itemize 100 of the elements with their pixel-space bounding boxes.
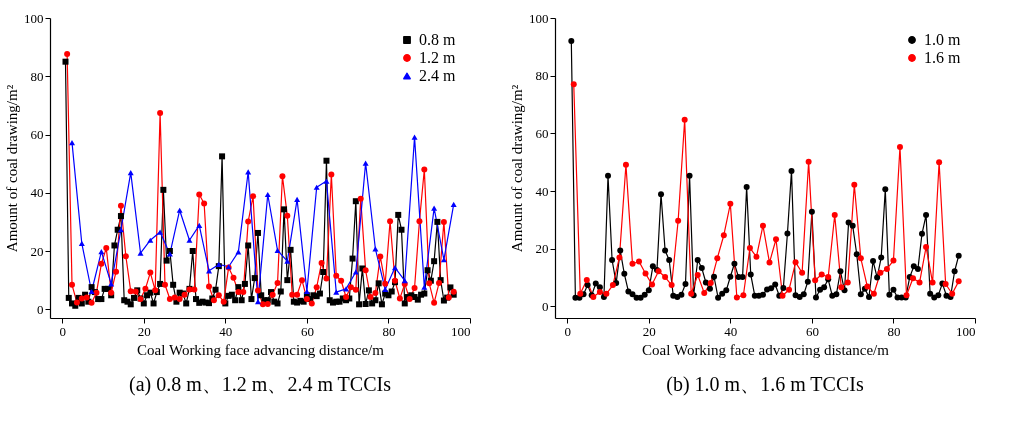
point bbox=[284, 258, 291, 264]
point bbox=[812, 277, 819, 284]
point bbox=[910, 275, 917, 282]
point bbox=[642, 270, 649, 277]
point bbox=[694, 272, 701, 279]
point bbox=[629, 260, 636, 267]
point bbox=[936, 159, 943, 166]
x-tick-label: 40 bbox=[219, 323, 233, 339]
point bbox=[720, 232, 727, 239]
point bbox=[733, 294, 740, 301]
point bbox=[883, 265, 890, 272]
point bbox=[786, 286, 793, 293]
y-axis-title: Amount of coal drawing/m² bbox=[4, 84, 20, 253]
point bbox=[616, 254, 623, 261]
point bbox=[675, 217, 682, 224]
y-tick-label: 60 bbox=[30, 127, 44, 142]
point bbox=[127, 170, 134, 176]
point bbox=[636, 258, 642, 265]
point bbox=[896, 143, 903, 150]
x-tick-label: 20 bbox=[137, 323, 151, 339]
point bbox=[759, 222, 766, 229]
point bbox=[916, 279, 923, 286]
text: (b) 1.0 m、1.6 m TCCIs bbox=[666, 373, 864, 396]
x-tick-label: 100 bbox=[451, 323, 471, 339]
y-tick-label: 0 bbox=[37, 301, 44, 317]
point bbox=[870, 290, 877, 297]
point bbox=[303, 288, 310, 295]
point bbox=[727, 200, 734, 207]
point bbox=[851, 181, 858, 188]
point bbox=[877, 269, 884, 276]
point bbox=[681, 116, 688, 123]
point bbox=[753, 253, 760, 260]
y-tick-label: 40 bbox=[30, 185, 44, 201]
point bbox=[157, 229, 164, 235]
x-tick-label: 60 bbox=[805, 323, 819, 339]
point bbox=[668, 282, 675, 289]
point bbox=[450, 201, 457, 208]
x-tick-label: 80 bbox=[887, 323, 901, 339]
point bbox=[333, 289, 340, 295]
y-tick-label: 100 bbox=[24, 10, 44, 26]
point bbox=[264, 191, 271, 198]
x-tick-label: 0 bbox=[59, 323, 66, 339]
point bbox=[186, 237, 193, 243]
x-tick-label: 100 bbox=[956, 323, 976, 339]
point bbox=[805, 158, 812, 165]
y-tick-label: 80 bbox=[30, 68, 44, 84]
legend-label: 0.8 m bbox=[419, 31, 456, 48]
y-tick-label: 60 bbox=[535, 125, 549, 141]
point bbox=[799, 269, 806, 276]
point bbox=[583, 276, 590, 283]
legend-label: 1.0 m bbox=[924, 31, 961, 48]
point bbox=[609, 282, 616, 289]
point bbox=[323, 178, 330, 184]
point bbox=[746, 244, 753, 251]
y-axis-title: Amount of coal drawing/m² bbox=[509, 84, 525, 253]
x-tick-label: 40 bbox=[724, 323, 738, 339]
point bbox=[596, 289, 603, 296]
point bbox=[929, 279, 936, 286]
point bbox=[857, 255, 864, 262]
point bbox=[137, 250, 144, 256]
legend-label: 1.6 m bbox=[924, 49, 961, 66]
point bbox=[649, 281, 656, 288]
point bbox=[294, 196, 301, 203]
point bbox=[274, 247, 281, 254]
x-tick-label: 20 bbox=[642, 323, 656, 339]
y-tick-label: 100 bbox=[529, 10, 549, 26]
point bbox=[792, 259, 799, 266]
point bbox=[78, 240, 85, 247]
point bbox=[196, 222, 203, 228]
point bbox=[352, 269, 359, 275]
point bbox=[766, 259, 773, 266]
x-axis-title: Coal Working face advancing distance/m bbox=[137, 341, 385, 358]
point bbox=[890, 257, 897, 264]
point bbox=[662, 274, 669, 281]
point bbox=[147, 237, 154, 243]
point bbox=[622, 161, 629, 168]
point bbox=[570, 81, 577, 88]
legend-label: 2.4 m bbox=[419, 67, 456, 84]
y-tick-label: 20 bbox=[30, 243, 44, 259]
point bbox=[372, 246, 379, 252]
x-axis-title: Coal Working face advancing distance/m bbox=[642, 341, 890, 358]
point bbox=[714, 255, 721, 262]
x-tick-label: 0 bbox=[564, 323, 571, 339]
legend-label: 1.2 m bbox=[419, 49, 456, 66]
x-tick-label: 60 bbox=[300, 323, 314, 339]
point bbox=[108, 281, 115, 287]
point bbox=[740, 292, 747, 299]
point bbox=[955, 278, 962, 285]
y-tick-label: 20 bbox=[535, 241, 549, 257]
point bbox=[818, 271, 825, 278]
text: (a) 0.8 m、1.2 m、2.4 m TCCIs bbox=[129, 373, 392, 396]
point bbox=[382, 286, 389, 293]
point bbox=[362, 160, 369, 166]
point bbox=[421, 284, 428, 290]
point bbox=[773, 236, 780, 243]
point bbox=[98, 248, 105, 255]
point bbox=[313, 184, 320, 190]
point bbox=[411, 134, 418, 140]
point bbox=[831, 212, 838, 219]
x-tick-label: 80 bbox=[382, 323, 396, 339]
